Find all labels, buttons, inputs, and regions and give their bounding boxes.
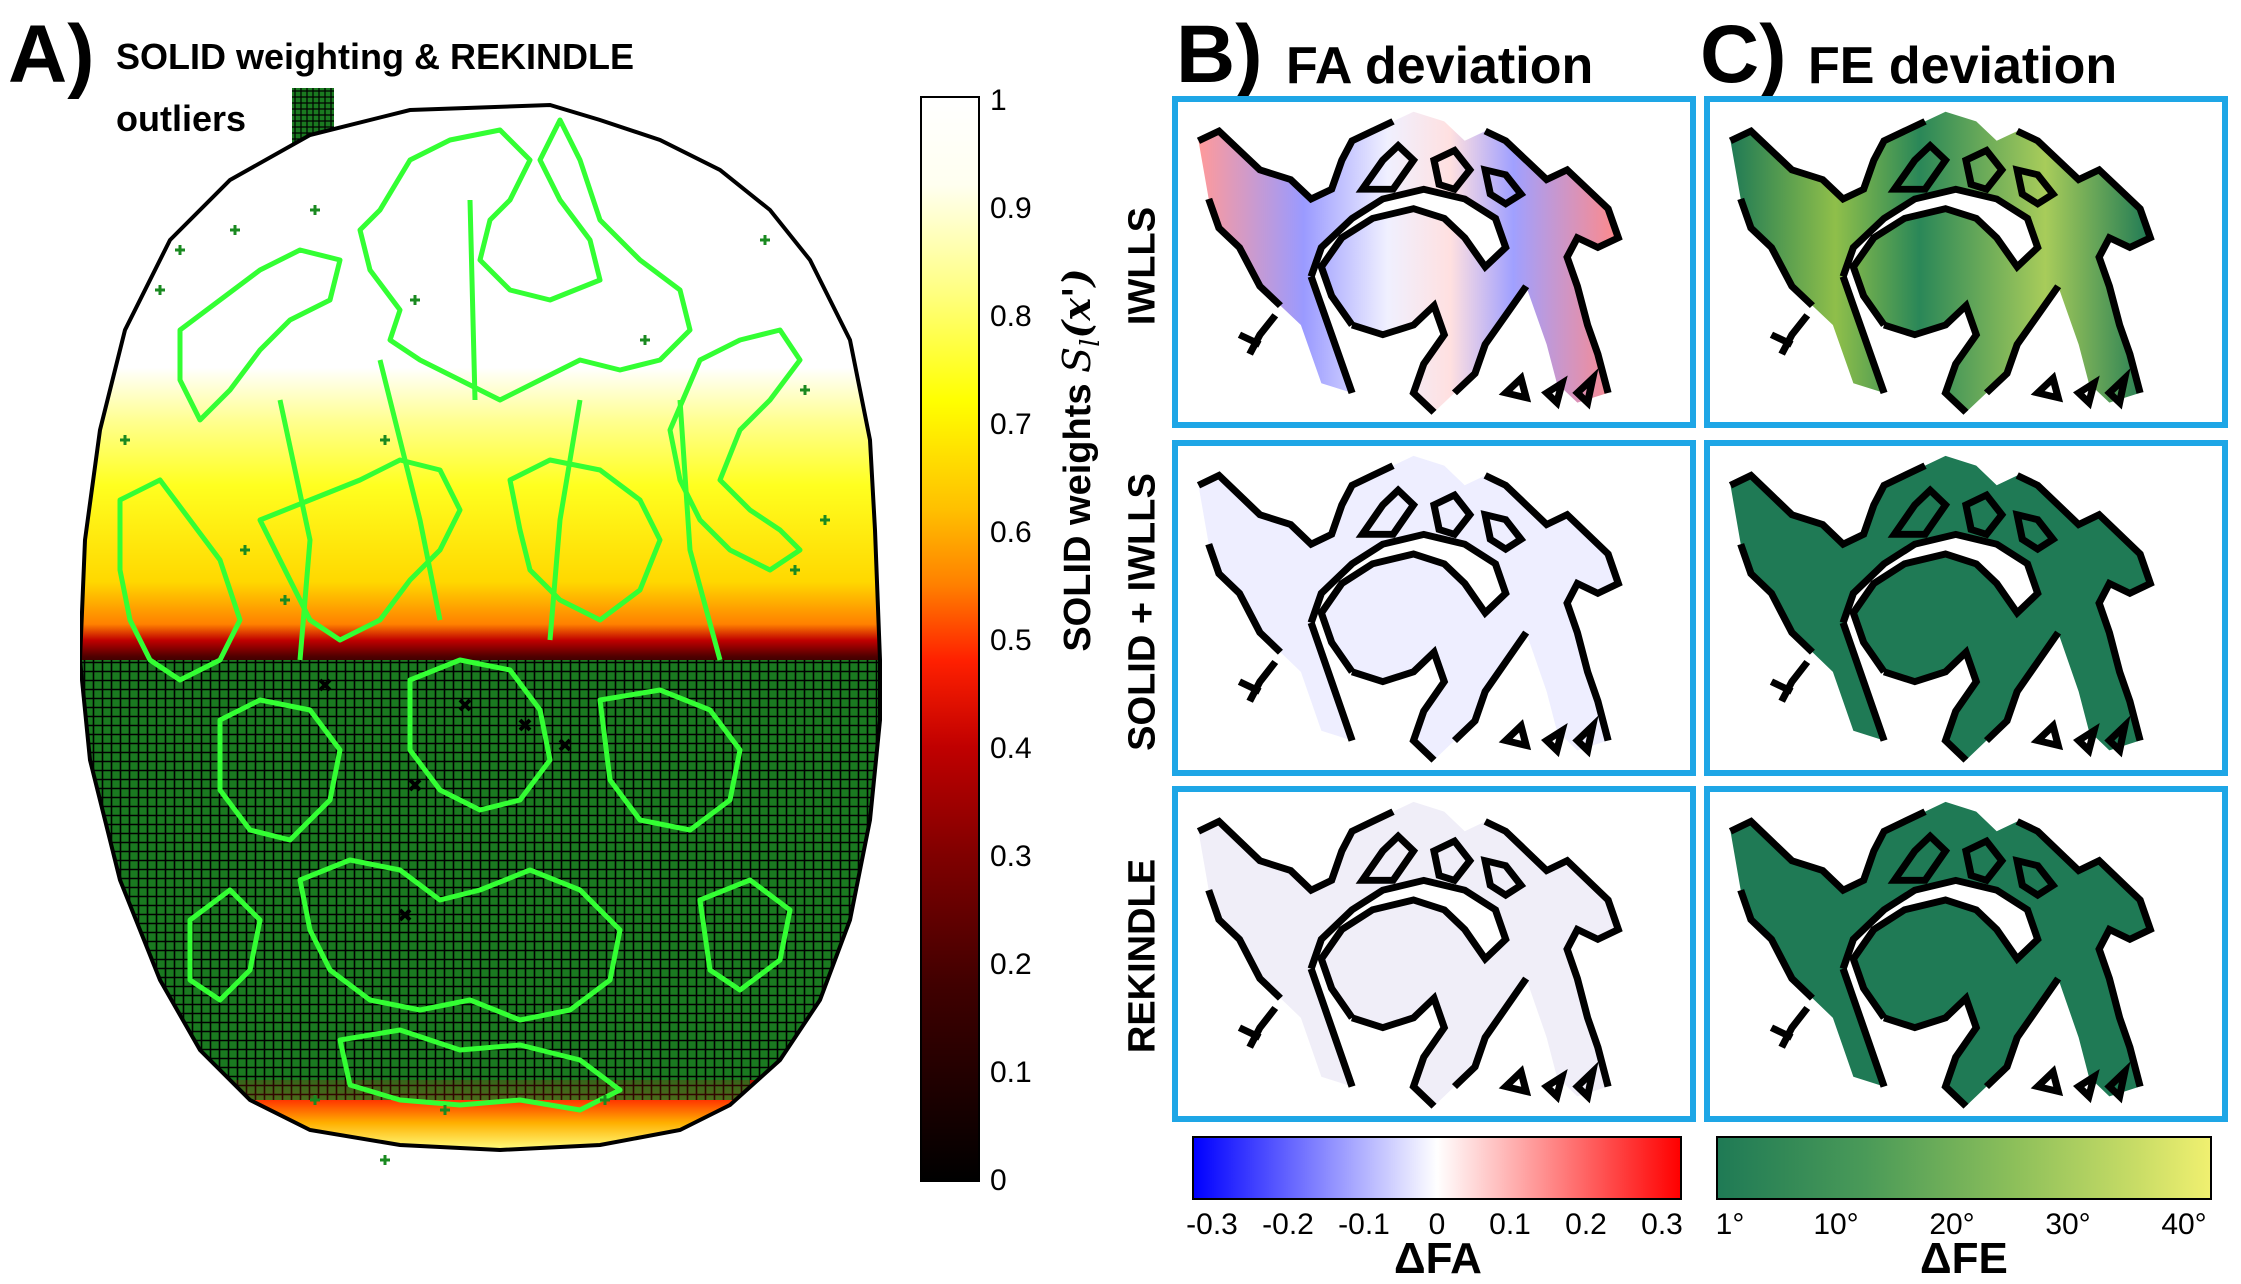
- row-label-iwlls: IWLLS: [1121, 206, 1164, 326]
- weights-tick: 0.7: [990, 408, 1032, 441]
- panel-a-letter: A): [8, 9, 95, 100]
- weights-colorbar: [920, 96, 980, 1182]
- panel-a-title-line2: outliers: [116, 98, 247, 139]
- weights-label-subscript: l: [1075, 338, 1106, 347]
- fa-iwlls-panel: [1172, 96, 1696, 428]
- weights-colorbar-label: SOLID weights Sl(x'): [1054, 268, 1106, 651]
- weights-tick: 0.9: [990, 192, 1032, 225]
- weights-tick: 0.8: [990, 300, 1032, 333]
- weights-tick: 1: [990, 84, 1007, 117]
- fe-iwlls-panel: [1704, 96, 2228, 428]
- delta-fe-tick: 10°: [1813, 1208, 1859, 1241]
- delta-fa-ticks: -0.3 -0.2 -0.1 0 0.1 0.2 0.3: [1186, 1208, 1683, 1242]
- panel-c-title: FE deviation: [1808, 37, 2118, 95]
- weights-tick: 0.6: [990, 516, 1032, 549]
- weights-tick: 0.2: [990, 948, 1032, 981]
- delta-fe-tick: 40°: [2161, 1208, 2207, 1241]
- weights-tick: 0.1: [990, 1056, 1032, 1089]
- weights-label-argument: (x'): [1054, 268, 1100, 339]
- fa-rekindle-panel: [1172, 786, 1696, 1122]
- delta-fe-tick: 1°: [1715, 1208, 1745, 1241]
- delta-fa-label: ΔFA: [1394, 1234, 1482, 1283]
- delta-fa-colorbar: [1192, 1136, 1682, 1200]
- delta-fe-tick: 20°: [1929, 1208, 1975, 1241]
- fe-rekindle-panel: [1704, 786, 2228, 1122]
- weights-colorbar-ticks: 1 0.9 0.8 0.7 0.6 0.5 0.4 0.3 0.2 0.1 0: [990, 86, 1050, 1196]
- panel-b-title: FA deviation: [1286, 37, 1594, 95]
- weights-label-math: Sl(x'): [1054, 268, 1106, 373]
- weights-tick: 0.4: [990, 732, 1032, 765]
- delta-fe-label: ΔFE: [1920, 1234, 2008, 1283]
- delta-fa-tick: 0.1: [1489, 1208, 1531, 1241]
- weights-label-text: SOLID weights: [1057, 383, 1100, 652]
- delta-fe-ticks: 1° 10° 20° 30° 40°: [1716, 1208, 2212, 1242]
- row-label-rekindle: REKINDLE: [1121, 858, 1164, 1054]
- delta-fe-colorbar: [1716, 1136, 2212, 1200]
- weights-tick: 0.5: [990, 624, 1032, 657]
- delta-fa-tick: 0.2: [1565, 1208, 1607, 1241]
- row-label-solid-iwlls: SOLID + IWLLS: [1121, 473, 1164, 751]
- panel-c-letter: C): [1700, 9, 1787, 100]
- weights-label-symbol: S: [1055, 346, 1100, 373]
- weights-tick: 0: [990, 1164, 1007, 1197]
- delta-fa-tick: 0: [1428, 1208, 1446, 1241]
- panel-a-title-line1: SOLID weighting & REKINDLE: [116, 36, 634, 77]
- fe-solid-iwlls-panel: [1704, 440, 2228, 776]
- delta-fa-tick: -0.3: [1186, 1208, 1238, 1241]
- fa-solid-iwlls-panel: [1172, 440, 1696, 776]
- delta-fa-tick: -0.2: [1262, 1208, 1314, 1241]
- delta-fe-tick: 30°: [2045, 1208, 2091, 1241]
- solid-weight-map: [77, 100, 890, 1170]
- panel-b-letter: B): [1176, 9, 1263, 100]
- delta-fa-tick: 0.3: [1641, 1208, 1683, 1241]
- weights-tick: 0.3: [990, 840, 1032, 873]
- delta-fa-tick: -0.1: [1338, 1208, 1390, 1241]
